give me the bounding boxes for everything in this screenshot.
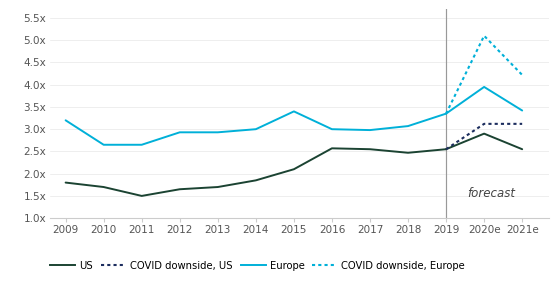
Legend: US, COVID downside, US, Europe, COVID downside, Europe: US, COVID downside, US, Europe, COVID do… [50, 261, 465, 271]
Text: forecast: forecast [467, 187, 515, 200]
